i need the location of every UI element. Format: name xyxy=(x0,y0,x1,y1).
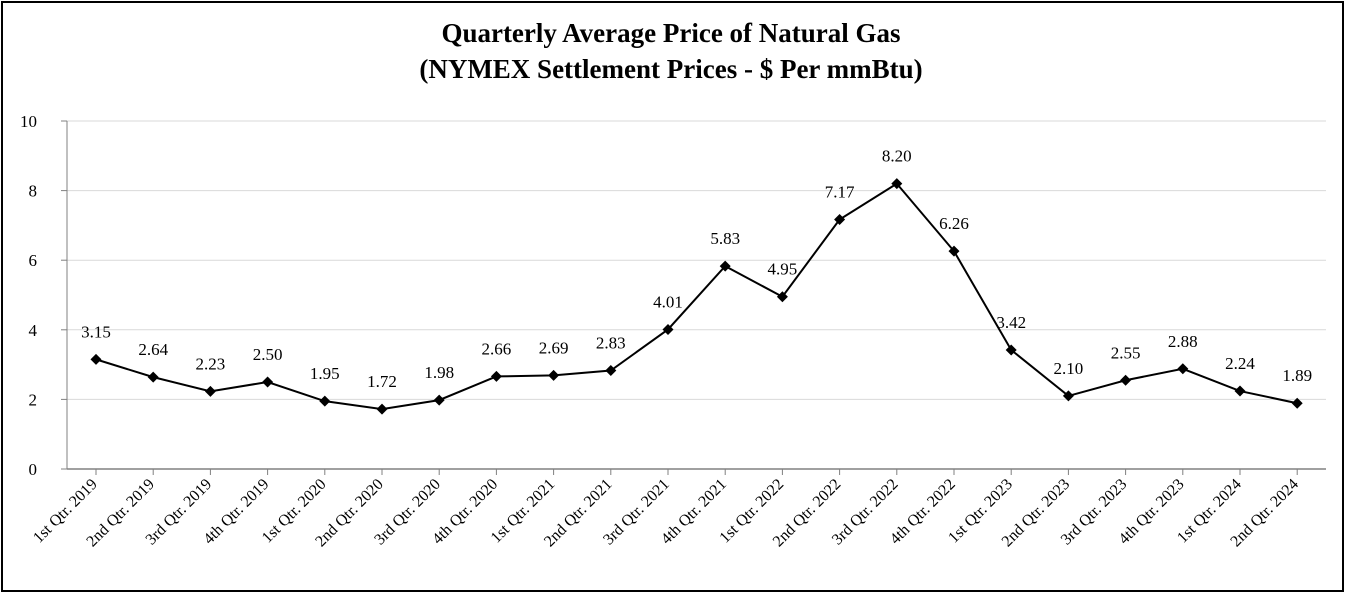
data-label: 2.66 xyxy=(482,339,512,358)
data-label: 3.42 xyxy=(996,313,1026,332)
data-point xyxy=(834,213,846,225)
data-point xyxy=(662,323,674,335)
data-point xyxy=(319,395,331,407)
data-point xyxy=(147,371,159,383)
data-point xyxy=(1291,397,1303,409)
y-tick-labels: 0 2 4 6 8 10 xyxy=(20,112,38,479)
data-label: 1.95 xyxy=(310,364,340,383)
data-point xyxy=(1234,385,1246,397)
data-label: 2.50 xyxy=(253,345,283,364)
data-label: 2.10 xyxy=(1054,359,1084,378)
data-point xyxy=(433,394,445,406)
data-point xyxy=(490,370,502,382)
data-point xyxy=(1005,344,1017,356)
data-label: 5.83 xyxy=(710,229,740,248)
data-label: 1.89 xyxy=(1282,366,1312,385)
data-label: 2.24 xyxy=(1225,354,1255,373)
data-point xyxy=(90,353,102,365)
data-point xyxy=(605,365,617,377)
y-tick-label: 0 xyxy=(29,460,38,479)
data-point xyxy=(548,369,560,381)
data-label: 2.88 xyxy=(1168,332,1198,351)
data-label: 4.01 xyxy=(653,292,683,311)
data-label: 6.26 xyxy=(939,214,969,233)
data-point xyxy=(1177,363,1189,375)
data-point xyxy=(262,376,274,388)
data-labels: 3.15 2.64 2.23 2.50 1.95 1.72 1.98 2.66 2.69 2.83… xyxy=(81,147,1312,392)
y-tick-label: 6 xyxy=(29,251,38,270)
y-tick-label: 8 xyxy=(29,182,38,201)
data-markers xyxy=(90,178,1303,415)
gridlines xyxy=(67,120,1326,400)
data-point xyxy=(891,178,903,190)
data-label: 1.98 xyxy=(424,363,454,382)
data-label: 2.83 xyxy=(596,334,626,353)
data-label: 8.20 xyxy=(882,147,912,166)
data-label: 2.69 xyxy=(539,338,569,357)
data-label: 7.17 xyxy=(825,182,855,201)
data-label: 1.72 xyxy=(367,372,397,391)
y-tick-label: 2 xyxy=(29,390,38,409)
data-label: 2.64 xyxy=(138,340,168,359)
data-label: 4.95 xyxy=(768,260,798,279)
y-tick-label: 4 xyxy=(29,321,38,340)
chart-title: Quarterly Average Price of Natural Gas xyxy=(441,18,900,48)
data-point xyxy=(1120,374,1132,386)
data-label: 3.15 xyxy=(81,322,111,341)
series-line-group xyxy=(95,182,1298,411)
data-point xyxy=(776,291,788,303)
data-label: 2.55 xyxy=(1111,343,1141,362)
data-point xyxy=(1062,390,1074,402)
data-point xyxy=(204,385,216,397)
y-tick-label: 10 xyxy=(20,112,37,131)
series-line xyxy=(95,182,1298,411)
data-point xyxy=(948,245,960,257)
data-point xyxy=(719,260,731,272)
data-label: 2.23 xyxy=(196,354,226,373)
chart-subtitle: (NYMEX Settlement Prices - $ Per mmBtu) xyxy=(419,54,922,84)
axes xyxy=(61,120,1326,475)
data-point xyxy=(376,403,388,415)
